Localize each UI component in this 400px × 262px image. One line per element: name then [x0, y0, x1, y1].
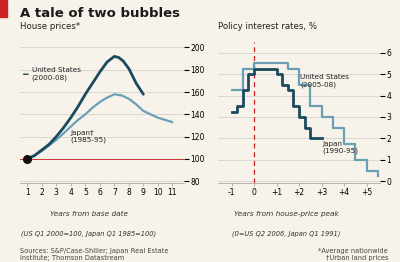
Text: Years from base date: Years from base date: [50, 211, 128, 217]
Text: Japan†
(1985-95): Japan† (1985-95): [71, 130, 107, 143]
Text: A tale of two bubbles: A tale of two bubbles: [20, 7, 180, 20]
Text: Policy interest rates, %: Policy interest rates, %: [218, 21, 317, 31]
Text: Years from house-price peak: Years from house-price peak: [234, 211, 338, 217]
Text: (0=US Q2 2006, Japan Q1 1991): (0=US Q2 2006, Japan Q1 1991): [232, 231, 340, 237]
Text: Sources: S&P/Case-Shiller; Japan Real Estate
Institute; Thomson Datastream: Sources: S&P/Case-Shiller; Japan Real Es…: [20, 248, 168, 261]
Text: House prices*: House prices*: [20, 21, 80, 31]
Text: *Average nationwide
†Urban land prices: *Average nationwide †Urban land prices: [318, 248, 388, 261]
Text: United States
(2000-08): United States (2000-08): [32, 68, 81, 81]
Text: (US Q1 2000=100, Japan Q1 1985=100): (US Q1 2000=100, Japan Q1 1985=100): [21, 231, 156, 237]
Text: United States
(2005-08): United States (2005-08): [300, 74, 349, 88]
Text: Japan
(1990-95): Japan (1990-95): [323, 140, 359, 154]
